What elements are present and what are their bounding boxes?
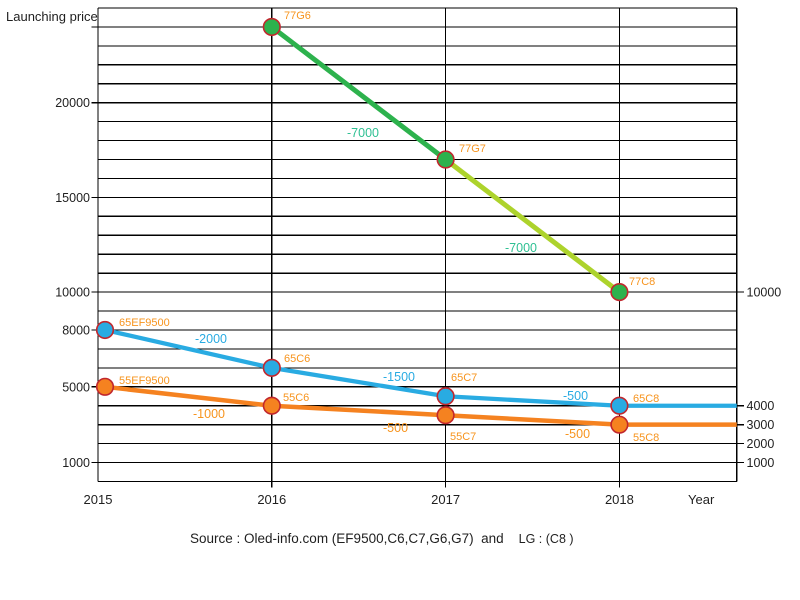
- x-axis-tick-label: 2015: [84, 492, 113, 507]
- delta-annotation: -500: [383, 421, 408, 435]
- delta-annotation: -7000: [505, 241, 537, 255]
- source-note-lg: LG : (C8 ): [518, 532, 574, 546]
- delta-annotation: -500: [565, 427, 590, 441]
- source-note-main: Source : Oled-info.com (EF9500,C6,C7,G6,…: [190, 531, 504, 546]
- data-point-label: 65C6: [284, 353, 310, 365]
- series-line-segment-2: [269, 403, 448, 418]
- right-axis-tick-label: 3000: [747, 418, 775, 432]
- data-point-marker: [262, 17, 281, 37]
- data-point-label: 65EF9500: [119, 317, 170, 329]
- delta-annotation: -1000: [193, 407, 225, 421]
- data-point-marker: [610, 415, 629, 434]
- data-point-label: 65C7: [451, 372, 477, 384]
- series-line-segment-1: [102, 327, 274, 371]
- series-line-segment-0: [269, 24, 449, 163]
- data-point-label: 55C6: [283, 392, 309, 404]
- x-axis-tick-label: 2018: [605, 492, 634, 507]
- data-point-marker: [610, 396, 629, 415]
- x-axis-title: Year: [688, 492, 715, 507]
- series-line-segment-1: [443, 394, 622, 408]
- series-line-segment-0: [443, 157, 622, 295]
- right-axis-tick-label: 1000: [747, 456, 775, 470]
- y-axis-tick-label: 15000: [55, 191, 90, 205]
- right-axis-tick-label: 10000: [747, 286, 782, 300]
- delta-annotation: -7000: [347, 126, 379, 140]
- data-point-label: 55C7: [450, 431, 476, 443]
- data-point-marker: [95, 377, 115, 396]
- y-axis-tick-label: 10000: [55, 286, 90, 300]
- data-point-label: 77G7: [459, 143, 486, 155]
- data-point-label: 77C8: [629, 276, 655, 288]
- y-axis-tick-label: 5000: [62, 380, 90, 394]
- y-axis-tick-label: 1000: [62, 456, 90, 470]
- chart-title: Launching price: [6, 9, 98, 24]
- data-point-label: 77G6: [284, 10, 311, 22]
- y-axis-tick-label: 8000: [62, 323, 90, 337]
- series-line-segment-2: [443, 412, 622, 427]
- data-point-marker: [436, 406, 455, 425]
- delta-annotation: -2000: [195, 332, 227, 346]
- source-note: Source : Oled-info.com (EF9500,C6,C7,G6,…: [190, 531, 574, 546]
- series-line-segment-1: [269, 365, 448, 399]
- delta-annotation: -500: [563, 389, 588, 403]
- data-point-label: 55EF9500: [119, 375, 170, 387]
- x-axis-tick-label: 2017: [431, 492, 460, 507]
- y-axis-tick-label: 20000: [55, 96, 90, 110]
- data-point-marker: [262, 358, 281, 377]
- data-point-label: 65C8: [633, 393, 659, 405]
- data-point-marker: [95, 320, 115, 340]
- data-point-marker: [436, 150, 455, 169]
- data-point-marker: [610, 283, 629, 302]
- delta-annotation: -1500: [383, 370, 415, 384]
- data-point-marker: [436, 387, 455, 406]
- x-axis-tick-label: 2016: [257, 492, 286, 507]
- right-axis-tick-label: 2000: [747, 437, 775, 451]
- right-axis-tick-label: 4000: [747, 399, 775, 413]
- series-line-segment-2: [102, 384, 275, 408]
- data-point-marker: [262, 396, 281, 415]
- data-point-label: 55C8: [633, 432, 659, 444]
